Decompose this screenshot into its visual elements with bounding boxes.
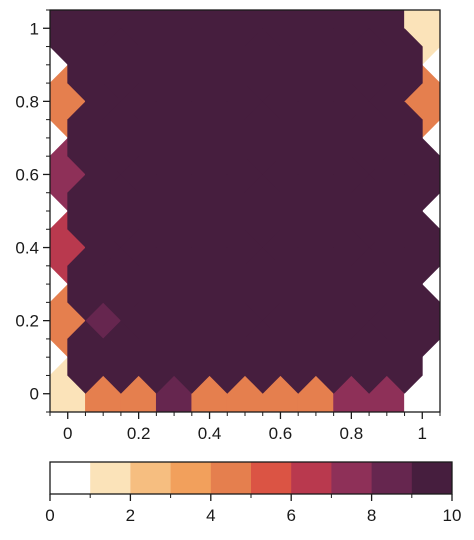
x-tick-label: 1 (418, 424, 427, 443)
y-tick-label: 0.8 (15, 92, 39, 111)
hex-cell (386, 28, 423, 102)
hex-cell (138, 101, 175, 175)
hex-cell (350, 174, 388, 248)
hex-cell (386, 247, 423, 321)
hex-cell (209, 28, 246, 102)
colorbar-swatch (331, 462, 373, 494)
hex-cell (67, 174, 104, 248)
hex-cell (67, 247, 104, 321)
hex-cell (67, 320, 104, 394)
hex-cell (244, 320, 281, 394)
hex-cell (280, 28, 317, 102)
y-tick-label: 0.4 (15, 239, 39, 258)
hex-cell (173, 247, 210, 321)
hex-cell (386, 174, 423, 248)
hex-cell (244, 174, 281, 248)
colorbar-tick-label: 6 (286, 506, 295, 525)
colorbar: 0 2 4 6 8 10 (45, 461, 462, 525)
hex-cell (244, 101, 281, 175)
hex-cell (280, 247, 317, 321)
hex-cell (102, 247, 140, 321)
hex-cell (350, 28, 388, 102)
y-tick-label: 0.6 (15, 165, 39, 184)
x-tick-label: 0.6 (269, 424, 293, 443)
hex-cell (102, 320, 140, 394)
colorbar-swatch (90, 462, 131, 494)
hex-cell (138, 174, 175, 248)
hex-cell (209, 247, 246, 321)
hex-cell (280, 320, 317, 394)
x-tick-label: 0.8 (340, 424, 364, 443)
hex-cell (315, 174, 352, 248)
x-tick-label: 0 (63, 424, 72, 443)
colorbar-tick-label: 10 (443, 506, 462, 525)
hex-cell (350, 101, 388, 175)
hex-cell (386, 101, 423, 175)
y-tick-label: 1 (30, 19, 39, 38)
hex-cell (209, 101, 246, 175)
hex-cell (386, 320, 423, 394)
colorbar-swatch (170, 462, 212, 494)
colorbar-swatch (371, 462, 413, 494)
plot-axes: 0 0.2 0.4 0.6 0.8 1 0 0.2 0.4 0.6 0.8 1 (15, 9, 441, 443)
hex-cell (315, 101, 352, 175)
hex-cell (173, 174, 210, 248)
colorbar-tick-label: 4 (206, 506, 215, 525)
colorbar-swatch (130, 462, 172, 494)
hex-cell (173, 320, 210, 394)
colorbar-swatch (411, 462, 453, 494)
colorbar-tick-label: 2 (126, 506, 135, 525)
hex-cell (67, 101, 104, 175)
colorbar-tick-label: 0 (45, 506, 54, 525)
hex-cell (138, 247, 175, 321)
hex-cell (244, 247, 281, 321)
hexbin-cells (50, 10, 440, 412)
hex-cell (315, 247, 352, 321)
hex-cell (102, 174, 140, 248)
colorbar-swatch (251, 462, 292, 494)
hex-cell (138, 320, 175, 394)
hex-cell (350, 320, 388, 394)
hex-cell (102, 101, 140, 175)
y-tick-label: 0.2 (15, 312, 39, 331)
hex-cell (244, 28, 281, 102)
hex-cell (315, 320, 352, 394)
hex-cell (280, 174, 317, 248)
hex-cell (138, 28, 175, 102)
hex-cell (209, 320, 246, 394)
colorbar-swatch (291, 462, 332, 494)
y-tick-label: 0 (30, 385, 39, 404)
hex-cell (350, 247, 388, 321)
colorbar-swatch (210, 462, 252, 494)
hex-cell (280, 101, 317, 175)
hex-cell (173, 28, 210, 102)
colorbar-tick-label: 8 (367, 506, 376, 525)
hex-cell (209, 174, 246, 248)
x-tick-label: 0.2 (127, 424, 151, 443)
hex-cell (67, 28, 104, 102)
x-tick-label: 0.4 (198, 424, 222, 443)
hex-cell (102, 28, 140, 102)
hex-cell (173, 101, 210, 175)
colorbar-swatch (50, 462, 91, 494)
hex-cell (315, 28, 352, 102)
